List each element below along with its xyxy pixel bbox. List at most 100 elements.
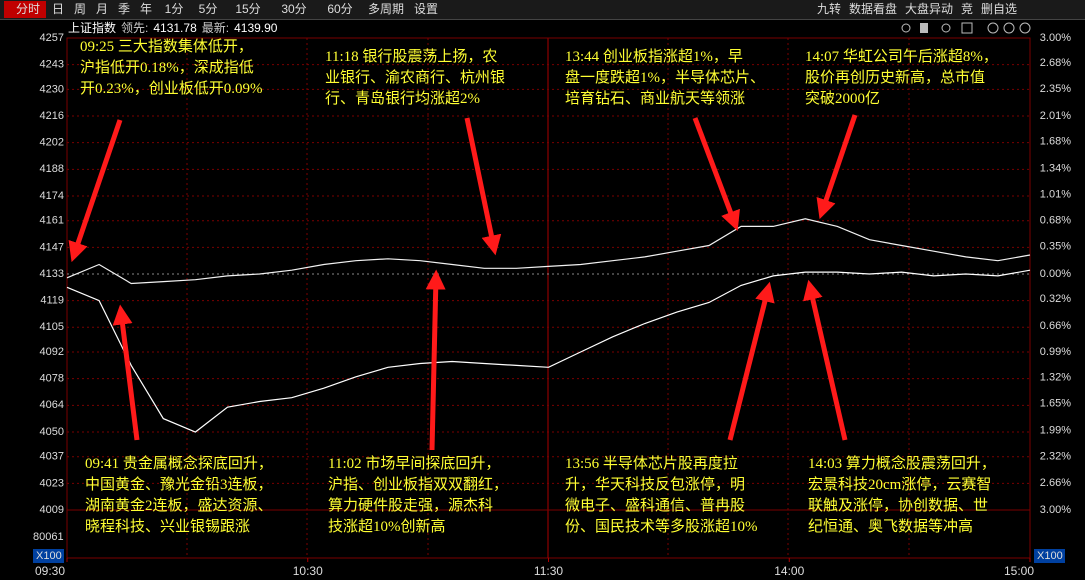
- tab[interactable]: 多周期: [368, 2, 404, 16]
- annotation: 14:03 算力概念股震荡回升， 宏景科技20cm涨停，云赛智联触及涨停，协创数据…: [808, 454, 996, 535]
- y2-tick-label: 0.99%: [1040, 346, 1071, 358]
- annotation-line: 宏景科技20cm涨停，云赛智: [808, 475, 991, 493]
- annotation-line: 算力硬件股走强，源杰科: [328, 496, 493, 514]
- y2-tick-label: 1.65%: [1040, 398, 1071, 410]
- header-latest: 4139.90: [234, 21, 278, 35]
- y-tick-label: 4133: [40, 268, 64, 280]
- annotation-line: 突破2000亿: [805, 90, 880, 107]
- annotation-line: 11:18 银行股震荡上扬，农: [325, 48, 497, 65]
- annotation-line: 09:25 三大指数集体低开，: [80, 38, 253, 55]
- y2-tick-label: 3.00%: [1040, 504, 1071, 516]
- tab[interactable]: 30分: [281, 2, 306, 16]
- arrows: [68, 114, 858, 451]
- y-tick-label: 4147: [40, 241, 64, 253]
- header-info: 上证指数 领先: 4131.78 最新: 4139.90: [68, 20, 278, 35]
- annotation: 09:25 三大指数集体低开， 沪指低开0.18%，深成指低开0.23%，创业板低…: [80, 38, 263, 97]
- header-name: 上证指数: [68, 20, 116, 35]
- annotation-line: 份、国民技术等多股涨超10%: [565, 517, 758, 535]
- y-tick-label: 4161: [40, 215, 64, 227]
- toolbar-button[interactable]: 删自选: [981, 2, 1017, 16]
- annotation-line: 盘一度跌超1%，半导体芯片、: [565, 68, 765, 86]
- y-tick-label: 4174: [40, 190, 64, 202]
- y-tick-label: 4092: [40, 346, 64, 358]
- annotation-line: 13:56 半导体芯片股再度拉: [565, 455, 738, 472]
- header-latest-label: 最新:: [202, 20, 229, 35]
- annotation-line: 11:02 市场早间探底回升，: [328, 455, 500, 472]
- tab[interactable]: 60分: [327, 2, 352, 16]
- price-line: [66, 269, 1031, 433]
- y-tick-label: 4105: [40, 321, 64, 333]
- annotation-line: 业银行、渝农商行、杭州银: [325, 69, 505, 86]
- tab[interactable]: 1分: [165, 2, 184, 16]
- tab[interactable]: 设置: [414, 2, 438, 16]
- annotation-line: 晓程科技、兴业银锡跟涨: [85, 518, 250, 535]
- toolbar-button[interactable]: 九转: [817, 1, 841, 16]
- y2-tick-label: 0.32%: [1040, 293, 1071, 305]
- annotation-line: 13:44 创业板指涨超1%，早: [565, 47, 743, 65]
- annotation-line: 14:07 华虹公司午后涨超8%，: [805, 48, 998, 65]
- tab[interactable]: 分时: [16, 2, 40, 16]
- annotation: 11:02 市场早间探底回升， 沪指、创业板指双双翻红， 算力硬件股走强，源杰科技涨…: [328, 455, 508, 535]
- toolbar-button[interactable]: 数据看盘: [849, 1, 897, 16]
- v-grid: [186, 38, 910, 558]
- annotation: 13:44 创业板指涨超1%，早盘一度跌超1%，半导体芯片、培育钻石、商业航天等…: [565, 47, 765, 107]
- y2-tick-label: 2.01%: [1040, 110, 1071, 122]
- y-tick-label: 4009: [40, 504, 64, 516]
- y-tick-label: 4216: [40, 110, 64, 122]
- y2-tick-label: 2.68%: [1040, 57, 1071, 69]
- annotation-line: 股价再创历史新高，总市值: [805, 69, 985, 86]
- tab[interactable]: 5分: [199, 2, 218, 16]
- toolbar-button[interactable]: 大盘异动: [905, 1, 953, 16]
- y2-tick-label: 0.68%: [1040, 214, 1071, 226]
- annotation-line: 沪指、创业板指双双翻红，: [328, 475, 508, 493]
- annotation-line: 升，华天科技反包涨停，明: [565, 476, 745, 493]
- volume-unit: X100: [36, 550, 62, 562]
- annotation-line: 技涨超10%创新高: [328, 518, 446, 535]
- y-tick-label: 4023: [40, 477, 64, 489]
- tab[interactable]: 15分: [235, 2, 260, 16]
- volume-max: 80061: [33, 531, 64, 543]
- header-lead: 4131.78: [153, 21, 197, 35]
- price-line: [66, 218, 1031, 285]
- y2-tick-label: 1.34%: [1040, 162, 1071, 174]
- annotation: 13:56 半导体芯片股再度拉升，华天科技反包涨停，明微电子、盛科通信、普冉股份…: [565, 455, 758, 535]
- y2-tick-label: 1.99%: [1040, 424, 1071, 436]
- y-tick-label: 4188: [40, 163, 64, 175]
- annotation-line: 中国黄金、豫光金铅3连板，: [85, 475, 273, 493]
- annotation-line: 14:03 算力概念股震荡回升，: [808, 454, 996, 472]
- header-lead-label: 领先:: [121, 21, 148, 35]
- annotation-line: 联触及涨停，协创数据、世: [808, 497, 988, 514]
- annotation-line: 行、青岛银行均涨超2%: [325, 90, 480, 107]
- tab[interactable]: 日: [52, 2, 64, 16]
- annotation: 09:41 贵金属概念探底回升， 中国黄金、豫光金铅3连板， 湖南黄金2连板，盛达资…: [85, 454, 273, 535]
- toolbar-bg: [0, 0, 1085, 19]
- annotation-line: 开0.23%，创业板低开0.09%: [80, 79, 263, 97]
- y2-tick-label: 1.32%: [1040, 372, 1071, 384]
- annotation-line: 微电子、盛科通信、普冉股: [565, 497, 745, 514]
- volume-unit: X100: [1037, 550, 1063, 562]
- y2-tick-label: 0.66%: [1040, 320, 1071, 332]
- annotation-line: 沪指低开0.18%，深成指低: [80, 59, 254, 76]
- tab[interactable]: 季: [118, 2, 130, 16]
- y-tick-label: 4078: [40, 373, 64, 385]
- y2-tick-label: 0.00%: [1040, 268, 1071, 280]
- x-tick-label: 14:00: [774, 564, 804, 578]
- tab[interactable]: 年: [140, 2, 152, 16]
- y-tick-label: 4230: [40, 83, 64, 95]
- y2-tick-label: 3.00%: [1040, 32, 1071, 44]
- toolbar-button[interactable]: 竞: [961, 2, 973, 16]
- annotation-line: 培育钻石、商业航天等领涨: [565, 89, 745, 107]
- header-icons: [901, 22, 1031, 34]
- annotation-line: 湖南黄金2连板，盛达资源、: [85, 496, 273, 514]
- tab[interactable]: 周: [74, 2, 86, 16]
- x-tick-label: 09:30: [35, 564, 65, 578]
- x-tick-label: 10:30: [293, 564, 323, 578]
- tab[interactable]: 月: [96, 2, 108, 16]
- y-tick-label: 4037: [40, 451, 64, 463]
- y2-tick-label: 2.32%: [1040, 450, 1071, 462]
- toolbar-border: [0, 19, 1085, 20]
- y-tick-label: 4064: [40, 399, 64, 411]
- unit-box: [1034, 549, 1065, 563]
